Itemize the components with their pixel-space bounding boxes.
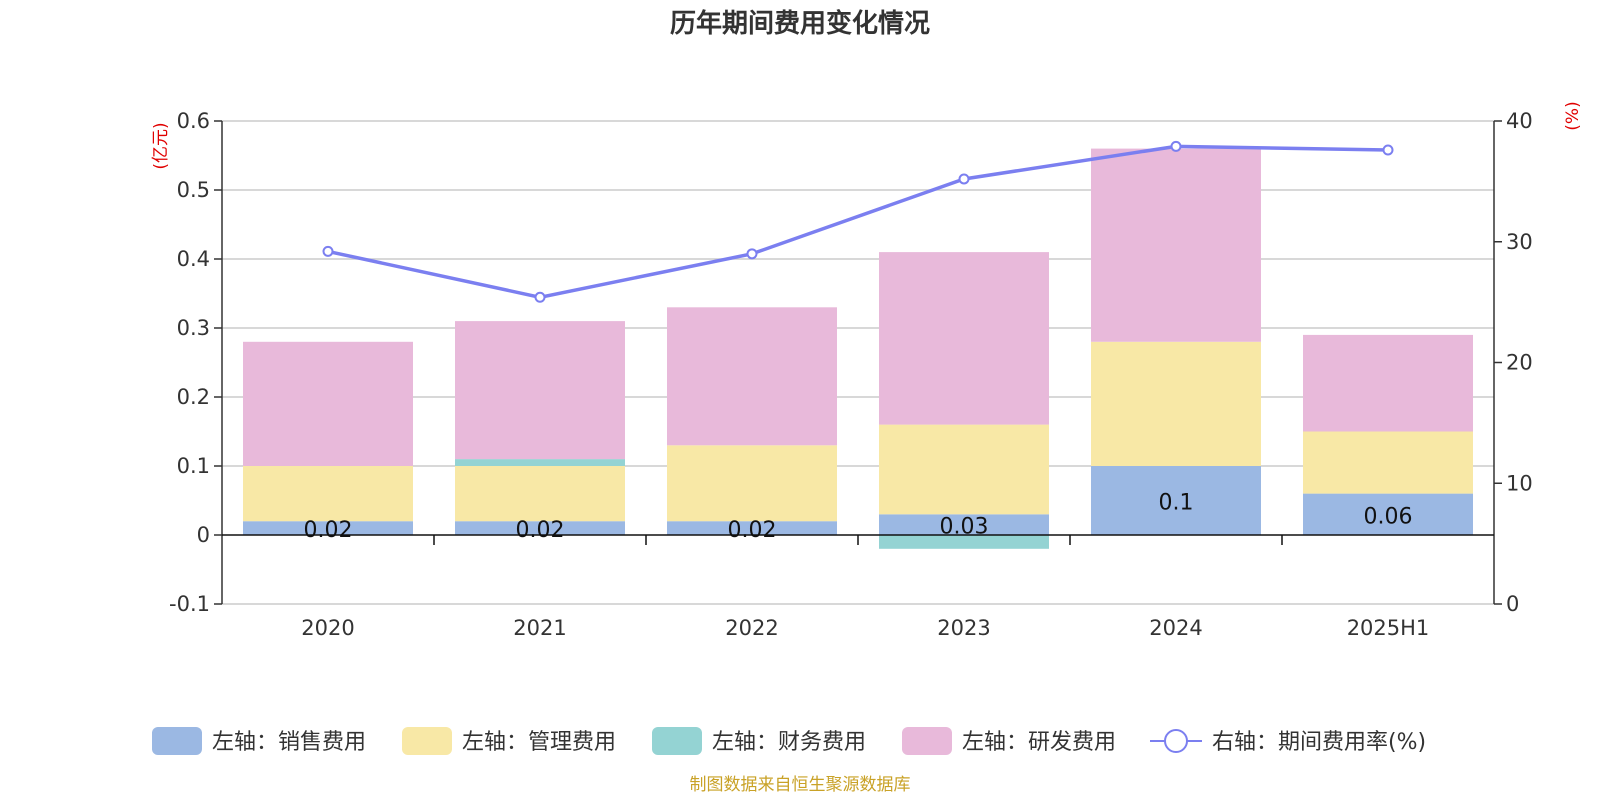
bar-2020-series-3 (243, 341, 413, 466)
bar-2025H1-series-3 (1303, 334, 1473, 432)
left-axis-tick-label: 0.1 (177, 454, 210, 478)
bar-2023-series-0 (879, 514, 1049, 535)
left-axis-tick-label: 0.4 (177, 247, 210, 271)
legend-swatch-0 (152, 727, 202, 755)
left-axis-tick-label: 0 (197, 523, 210, 547)
data-label-2022: 0.02 (728, 518, 777, 543)
line-point-2023 (958, 173, 970, 185)
right-axis-unit: (%) (1563, 101, 1583, 130)
source-note: 制图数据来自恒生聚源数据库 (690, 775, 911, 795)
x-axis-label-2025H1: 2025H1 (1347, 616, 1430, 640)
left-axis-unit: (亿元) (151, 122, 171, 169)
data-label-2025H1: 0.06 (1364, 504, 1413, 529)
bar-2020-series-0 (243, 521, 413, 535)
left-axis-tick-label: 0.6 (177, 109, 210, 133)
left-axis-tick-label: 0.2 (177, 385, 210, 409)
axes: -0.1 0 0.1 0.2 0.3 0.4 0.5 0.6 0 10 20 30 40 2020 2021… (169, 109, 1533, 640)
bar-2023-series-1 (879, 424, 1049, 515)
right-axis-tick-label: 20 (1506, 351, 1533, 375)
bar-2024-series-0 (1091, 466, 1261, 535)
bar-2023-series-2 (879, 535, 1049, 549)
right-axis-tick-label: 40 (1506, 109, 1533, 133)
bar-2024-series-3 (1091, 148, 1261, 342)
data-label-2023: 0.03 (940, 515, 989, 540)
data-label-2021: 0.02 (516, 518, 565, 543)
line-layer (322, 140, 1394, 303)
bar-2022-series-0 (667, 521, 837, 535)
legend-line-marker (1164, 729, 1188, 753)
grid-lines (222, 120, 1494, 605)
bar-2020-series-1 (243, 466, 413, 522)
bar-2025H1-series-0 (1303, 493, 1473, 535)
right-axis-tick-label: 0 (1506, 592, 1519, 616)
legend-label-line: 右轴：期间费用率(%) (1212, 730, 1426, 755)
data-label-2024: 0.1 (1159, 491, 1194, 516)
x-axis-label-2022: 2022 (725, 616, 778, 640)
line-point-2024 (1170, 140, 1182, 152)
x-axis-label-2021: 2021 (513, 616, 566, 640)
legend-label-2: 左轴：财务费用 (712, 730, 866, 755)
bar-2021-series-1 (455, 466, 625, 522)
line-point-2025H1 (1382, 144, 1394, 156)
bar-2021-series-0 (455, 521, 625, 535)
line-series-path (327, 144, 1389, 300)
right-axis-tick-label: 30 (1506, 230, 1533, 254)
bar-2025H1-series-1 (1303, 431, 1473, 494)
bar-2024-series-1 (1091, 341, 1261, 466)
legend-label-1: 左轴：管理费用 (462, 730, 616, 755)
left-axis-tick-label: 0.5 (177, 178, 210, 202)
x-axis-label-2020: 2020 (301, 616, 354, 640)
chart-title: 历年期间费用变化情况 (670, 8, 930, 39)
bar-layer (243, 148, 1473, 549)
right-axis-tick-label: 10 (1506, 471, 1533, 495)
left-axis-tick-label: -0.1 (169, 592, 210, 616)
x-axis-label-2023: 2023 (937, 616, 990, 640)
legend-label-0: 左轴：销售费用 (212, 730, 366, 755)
legend: 左轴：销售费用 左轴：管理费用 左轴：财务费用 左轴：研发费用 右轴：期间费用率(%) (152, 727, 1426, 755)
bar-2023-series-3 (879, 252, 1049, 425)
left-axis-tick-label: 0.3 (177, 316, 210, 340)
legend-swatch-1 (402, 727, 452, 755)
line-point-2021 (534, 291, 546, 303)
data-label-2020: 0.02 (304, 518, 353, 543)
bar-2022-series-1 (667, 445, 837, 522)
bar-2021-series-3 (455, 321, 625, 460)
data-label-layer: 0.02 0.02 0.02 0.03 0.1 0.06 (304, 491, 1413, 544)
legend-label-3: 左轴：研发费用 (962, 730, 1116, 755)
x-axis-label-2024: 2024 (1149, 616, 1202, 640)
bar-2022-series-3 (667, 307, 837, 446)
line-point-2020 (322, 245, 334, 257)
bar-2021-series-2 (455, 459, 625, 466)
legend-swatch-3 (902, 727, 952, 755)
legend-swatch-2 (652, 727, 702, 755)
line-point-2022 (746, 248, 758, 260)
